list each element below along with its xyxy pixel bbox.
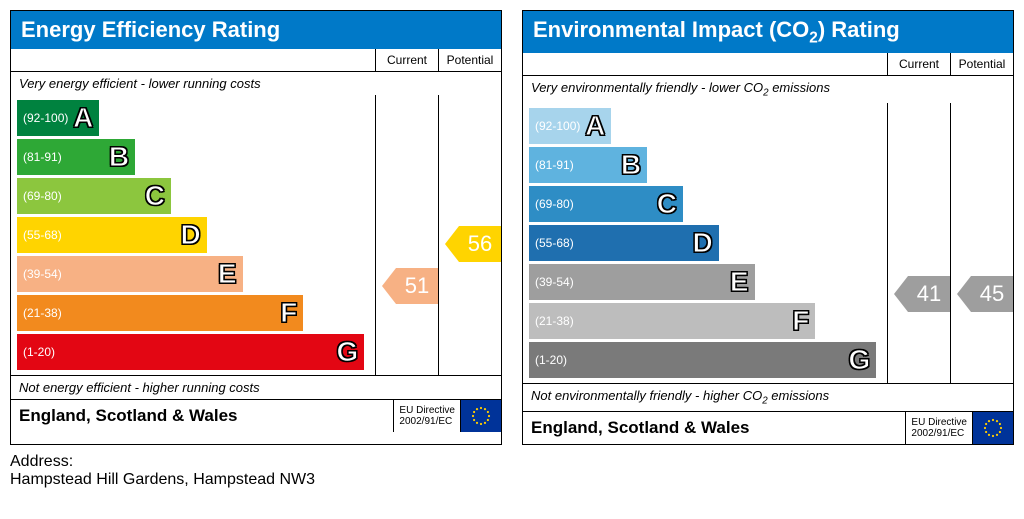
potential-pointer: 56 <box>445 226 501 262</box>
current-pointer: 41 <box>894 276 950 312</box>
address-value: Hampstead Hill Gardens, Hampstead NW3 <box>10 471 315 488</box>
band-range: (92-100) <box>529 119 580 133</box>
band-letter: B <box>621 149 641 181</box>
directive-text: EU Directive2002/91/EC <box>905 412 972 444</box>
band-letter: E <box>730 266 749 298</box>
band-range: (69-80) <box>529 197 574 211</box>
current-pointer: 51 <box>382 268 438 304</box>
band-e: (39-54) E <box>529 264 755 300</box>
col-current-header: Current <box>887 53 950 75</box>
current-column: 51 <box>375 95 438 375</box>
band-letter: F <box>792 305 809 337</box>
header-row: Current Potential <box>11 49 501 72</box>
eu-flag-icon <box>460 400 501 432</box>
bottom-caption: Not environmentally friendly - higher CO… <box>523 383 1013 411</box>
potential-column: 56 <box>438 95 501 375</box>
panel-environmental: Environmental Impact (CO2) Rating Curren… <box>522 10 1014 445</box>
band-letter: A <box>73 102 93 134</box>
band-g: (1-20) G <box>529 342 876 378</box>
band-range: (55-68) <box>17 228 62 242</box>
directive-text: EU Directive2002/91/EC <box>393 400 460 432</box>
band-range: (1-20) <box>529 353 567 367</box>
band-letter: E <box>218 258 237 290</box>
band-d: (55-68) D <box>17 217 207 253</box>
band-b: (81-91) B <box>529 147 647 183</box>
bands-area: (92-100) A (81-91) B (69-80) C (55-68) D… <box>523 103 887 383</box>
band-range: (21-38) <box>529 314 574 328</box>
bands-area: (92-100) A (81-91) B (69-80) C (55-68) D… <box>11 95 375 375</box>
col-current-header: Current <box>375 49 438 71</box>
band-letter: A <box>585 110 605 142</box>
band-letter: C <box>657 188 677 220</box>
band-range: (55-68) <box>529 236 574 250</box>
col-potential-header: Potential <box>438 49 501 71</box>
band-range: (39-54) <box>529 275 574 289</box>
eu-flag-icon <box>972 412 1013 444</box>
potential-pointer: 45 <box>957 276 1013 312</box>
region-text: England, Scotland & Wales <box>11 400 393 432</box>
panel-energy: Energy Efficiency Rating Current Potenti… <box>10 10 502 445</box>
band-f: (21-38) F <box>529 303 815 339</box>
address-block: Address: Hampstead Hill Gardens, Hampste… <box>10 453 1014 489</box>
band-letter: B <box>109 141 129 173</box>
band-letter: G <box>336 336 358 368</box>
band-c: (69-80) C <box>17 178 171 214</box>
top-caption: Very energy efficient - lower running co… <box>11 72 501 95</box>
band-g: (1-20) G <box>17 334 364 370</box>
band-range: (81-91) <box>529 158 574 172</box>
band-e: (39-54) E <box>17 256 243 292</box>
band-a: (92-100) A <box>17 100 99 136</box>
panel-title: Energy Efficiency Rating <box>11 11 501 49</box>
band-range: (21-38) <box>17 306 62 320</box>
band-letter: G <box>848 344 870 376</box>
footer-row: England, Scotland & Wales EU Directive20… <box>523 411 1013 444</box>
band-f: (21-38) F <box>17 295 303 331</box>
band-b: (81-91) B <box>17 139 135 175</box>
current-column: 41 <box>887 103 950 383</box>
footer-row: England, Scotland & Wales EU Directive20… <box>11 399 501 432</box>
panel-title: Environmental Impact (CO2) Rating <box>523 11 1013 53</box>
potential-column: 45 <box>950 103 1013 383</box>
band-range: (69-80) <box>17 189 62 203</box>
col-potential-header: Potential <box>950 53 1013 75</box>
band-letter: F <box>280 297 297 329</box>
band-letter: D <box>693 227 713 259</box>
band-a: (92-100) A <box>529 108 611 144</box>
region-text: England, Scotland & Wales <box>523 412 905 444</box>
top-caption: Very environmentally friendly - lower CO… <box>523 76 1013 103</box>
band-letter: C <box>145 180 165 212</box>
band-letter: D <box>181 219 201 251</box>
band-range: (1-20) <box>17 345 55 359</box>
band-c: (69-80) C <box>529 186 683 222</box>
band-range: (92-100) <box>17 111 68 125</box>
band-range: (81-91) <box>17 150 62 164</box>
band-d: (55-68) D <box>529 225 719 261</box>
band-range: (39-54) <box>17 267 62 281</box>
header-row: Current Potential <box>523 53 1013 76</box>
bottom-caption: Not energy efficient - higher running co… <box>11 375 501 399</box>
address-label: Address: <box>10 453 73 470</box>
